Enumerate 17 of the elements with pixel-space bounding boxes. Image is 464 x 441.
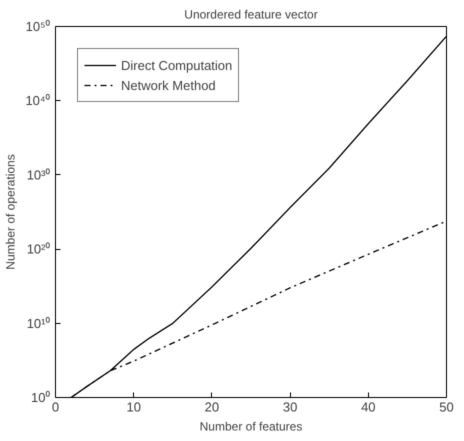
x-axis-title: Number of features bbox=[200, 420, 302, 434]
y-tick-label: 10⁵⁰ bbox=[26, 19, 51, 34]
chart-title: Unordered feature vector bbox=[184, 8, 318, 22]
x-tick-label: 0 bbox=[52, 400, 60, 414]
x-tick-label: 30 bbox=[282, 400, 298, 414]
y-tick-label: 10⁰ bbox=[31, 390, 51, 405]
x-tick-label: 20 bbox=[204, 400, 220, 414]
x-tick-label: 50 bbox=[439, 400, 454, 414]
y-tick-label: 10³⁰ bbox=[26, 167, 51, 182]
legend-label: Network Method bbox=[121, 78, 216, 92]
y-tick-label: 10¹⁰ bbox=[26, 316, 51, 331]
x-tick-label: 10 bbox=[126, 400, 141, 414]
x-tick-label: 40 bbox=[361, 400, 376, 414]
y-tick-label: 10⁴⁰ bbox=[25, 93, 50, 108]
y-axis-title: Number of operations bbox=[3, 154, 18, 270]
y-tick-label: 10²⁰ bbox=[26, 242, 51, 257]
legend-label: Direct Computation bbox=[121, 58, 232, 72]
